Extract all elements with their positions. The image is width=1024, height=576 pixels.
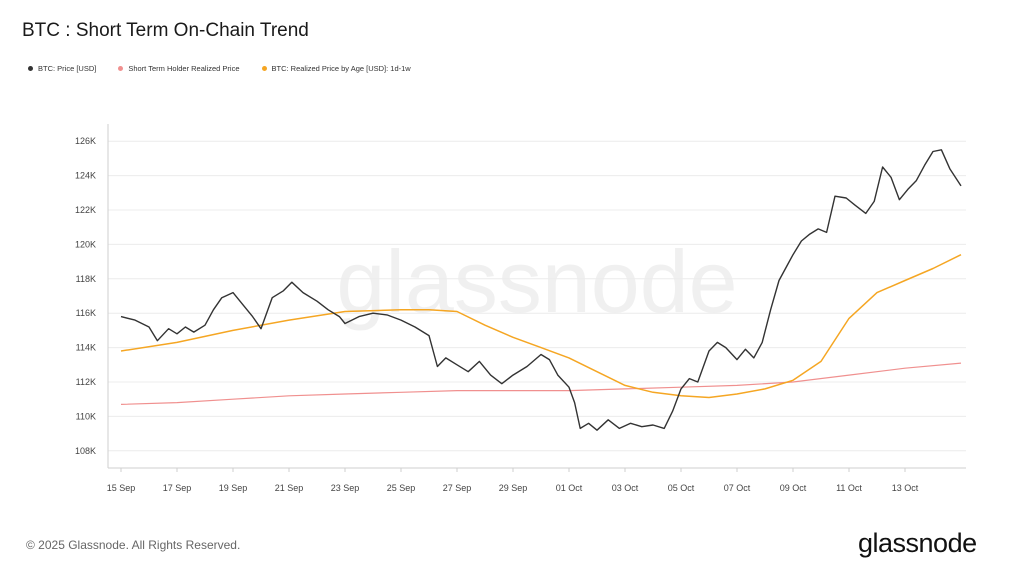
chart-title: BTC : Short Term On-Chain Trend (22, 20, 309, 41)
glassnode-logo: glassnode (858, 528, 977, 558)
y-tick-label: 124K (75, 171, 96, 181)
x-tick-label: 19 Sep (219, 483, 248, 493)
y-tick-label: 110K (76, 411, 96, 421)
legend-dot-price (28, 66, 33, 71)
watermark-text: glassnode (336, 232, 737, 331)
legend-label-sth: Short Term Holder Realized Price (128, 64, 240, 73)
y-tick-label: 112K (76, 377, 96, 387)
y-tick-label: 108K (75, 446, 96, 456)
x-tick-label: 17 Sep (163, 483, 192, 493)
legend-dot-sth (118, 66, 124, 71)
x-tick-label: 09 Oct (780, 483, 807, 493)
x-tick-label: 13 Oct (892, 483, 919, 493)
sth-realized-price-line (120, 362, 962, 405)
legend-item-sth[interactable]: Short Term Holder Realized Price (118, 64, 240, 73)
x-tick-label: 01 Oct (556, 483, 583, 493)
price-series-line (120, 149, 962, 431)
x-tick-label: 15 Sep (107, 483, 136, 493)
x-tick-label: 29 Sep (499, 483, 528, 493)
y-tick-label: 126K (75, 136, 96, 146)
realized-price-1d1w-line (120, 254, 962, 399)
legend-item-price[interactable]: BTC: Price [USD] (28, 64, 96, 73)
y-tick-label: 118K (76, 274, 96, 284)
legend-label-1d1w: BTC: Realized Price by Age [USD]: 1d-1w (271, 64, 411, 73)
x-tick-label: 23 Sep (331, 483, 360, 493)
x-tick-label: 07 Oct (724, 483, 751, 493)
y-tick-label: 122K (75, 205, 96, 215)
x-tick-label: 25 Sep (387, 483, 416, 493)
legend-dot-1d1w (261, 66, 267, 71)
copyright-text: © 2025 Glassnode. All Rights Reserved. (26, 538, 241, 552)
legend-label-price: BTC: Price [USD] (38, 64, 97, 73)
x-tick-label: 27 Sep (443, 483, 472, 493)
x-tick-label: 11 Oct (836, 483, 862, 493)
y-tick-label: 116K (76, 308, 96, 318)
y-tick-label: 114K (76, 343, 96, 353)
legend-item-1d1w[interactable]: BTC: Realized Price by Age [USD]: 1d-1w (261, 64, 411, 73)
x-tick-label: 21 Sep (275, 483, 304, 493)
legend: BTC: Price [USD] Short Term Holder Reali… (28, 64, 411, 73)
x-tick-label: 03 Oct (612, 483, 639, 493)
x-tick-label: 05 Oct (668, 483, 695, 493)
y-tick-label: 120K (75, 239, 96, 249)
